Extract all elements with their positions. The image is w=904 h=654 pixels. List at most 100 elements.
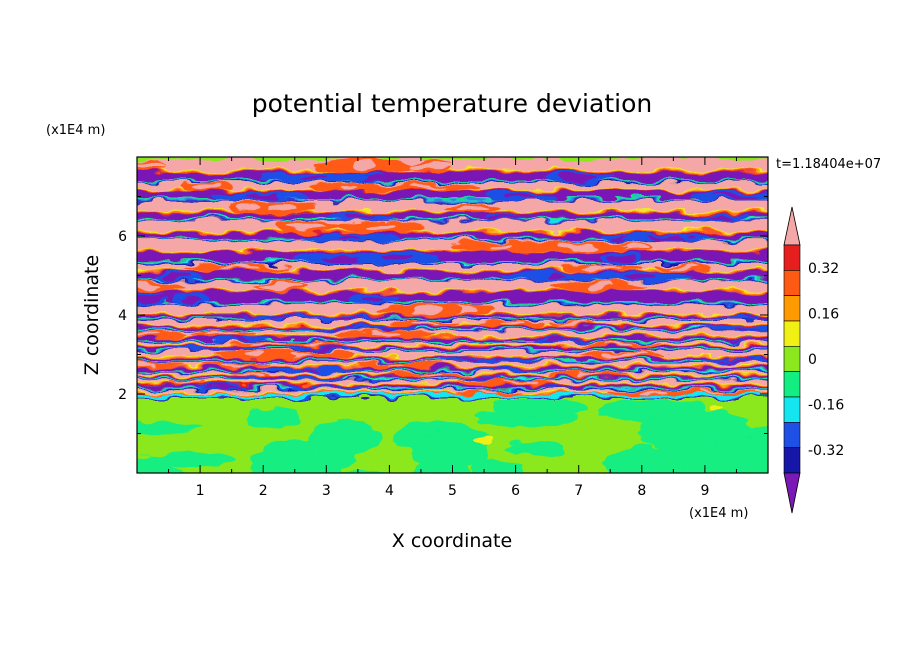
field-blob: [678, 440, 725, 461]
field-band-edge: [137, 263, 768, 265]
field-band-edge: [137, 280, 768, 282]
field-band-edge: [137, 377, 768, 379]
y-axis-label: Z coordinate: [81, 255, 103, 375]
field-blob: [137, 464, 168, 473]
field-blob: [137, 452, 238, 468]
field-lens-core: [264, 316, 296, 320]
field-band-edge: [137, 199, 768, 201]
colorbar-tick-label: -0.16: [808, 398, 844, 414]
field-lens-core: [466, 377, 499, 380]
field-band-edge: [137, 302, 768, 304]
field-lens-core: [259, 283, 304, 290]
field-band: [137, 191, 768, 201]
field-blob: [137, 421, 202, 435]
field-lens-core: [409, 184, 448, 190]
field-lens-core: [297, 368, 321, 371]
x-unit-label: (x1E4 m): [689, 506, 748, 521]
field-blob: [252, 437, 334, 473]
field-band: [137, 291, 768, 305]
field-band-edge: [137, 383, 768, 385]
x-tick-label: 3: [322, 483, 331, 499]
field-lens-core: [543, 386, 587, 389]
field-blob: [310, 419, 382, 456]
field-lens-core: [381, 254, 414, 261]
colorbar-swatch: [783, 422, 801, 448]
field-band: [137, 351, 768, 358]
field-band-edge: [137, 383, 768, 384]
field-lens-core: [586, 283, 611, 290]
contour-field: [137, 157, 768, 473]
field-lens-core: [667, 265, 700, 270]
field-band-edge: [137, 366, 768, 368]
field-band: [137, 362, 768, 368]
field-band-edge: [137, 219, 768, 221]
field-band-edge: [137, 261, 768, 262]
field-band-edge: [137, 328, 768, 330]
field-lens-core: [190, 184, 222, 190]
field-band-edge: [137, 346, 768, 347]
field-band-edge: [137, 361, 768, 363]
field-band-edge: [137, 340, 768, 341]
field-band-edge: [137, 230, 768, 232]
field-band-edge: [137, 397, 768, 398]
field-lens-core: [622, 273, 655, 279]
field-band-edge: [137, 370, 768, 371]
field-blob: [604, 446, 701, 473]
field-blob: [710, 404, 725, 411]
field-band-edge: [137, 389, 768, 390]
field-blob: [610, 468, 654, 473]
field-band-edge: [137, 198, 768, 200]
field-band-edge: [137, 190, 768, 191]
field-lens-core: [649, 235, 689, 240]
field-band: [137, 380, 768, 386]
field-lens-core: [582, 265, 623, 270]
field-band-edge: [137, 375, 768, 377]
x-tick-label: 7: [574, 483, 583, 499]
field-band-edge: [137, 318, 768, 319]
field-band-edge: [137, 324, 768, 326]
time-label: t=1.18404e+07: [776, 157, 881, 172]
y-tick-label: 4: [118, 308, 127, 324]
field-band-edge: [137, 397, 768, 399]
field-lens-core: [300, 174, 327, 180]
field-lens-core: [454, 204, 489, 211]
colorbar-swatch: [783, 320, 801, 347]
field-lens-core: [345, 215, 378, 220]
field-band-edge: [137, 181, 768, 182]
field-band-edge: [137, 212, 768, 213]
field-band-edge: [137, 289, 768, 291]
field-band-edge: [137, 280, 768, 281]
colorbar-swatch: [783, 396, 801, 423]
field-lens-core: [712, 193, 757, 199]
field-band-edge: [137, 219, 768, 220]
field-lens-core: [305, 348, 352, 351]
field-band-edge: [137, 330, 768, 331]
field-lens-core: [561, 174, 597, 180]
field-band-edge: [137, 270, 768, 271]
colorbar-extend-top: [783, 206, 801, 246]
field-band-edge: [137, 328, 768, 329]
colorbar-tick-label: 0: [808, 352, 817, 368]
field-lens-core: [412, 321, 437, 325]
field-band-edge: [137, 181, 768, 183]
field-band-edge: [137, 199, 768, 200]
field-lens-core: [217, 265, 262, 270]
field-lens-core: [699, 390, 728, 394]
field-lens-core: [137, 363, 157, 367]
field-lens-core: [483, 215, 525, 220]
field-band-edge: [137, 171, 768, 172]
field-band-edge: [137, 319, 768, 320]
field-band-edge: [137, 250, 768, 252]
field-band-edge: [137, 269, 768, 271]
x-tick-label: 4: [385, 483, 394, 499]
field-band-edge: [137, 289, 768, 290]
field-band-edge: [137, 301, 768, 303]
y-axis: 2 4 6: [118, 196, 768, 434]
field-band: [137, 337, 768, 343]
field-lens-core: [221, 363, 250, 367]
field-band-edge: [137, 387, 768, 388]
field-lens-core: [235, 373, 268, 376]
field-lens-core: [492, 243, 513, 250]
field-band-edge: [137, 218, 768, 220]
x-tick-label: 6: [511, 483, 520, 499]
